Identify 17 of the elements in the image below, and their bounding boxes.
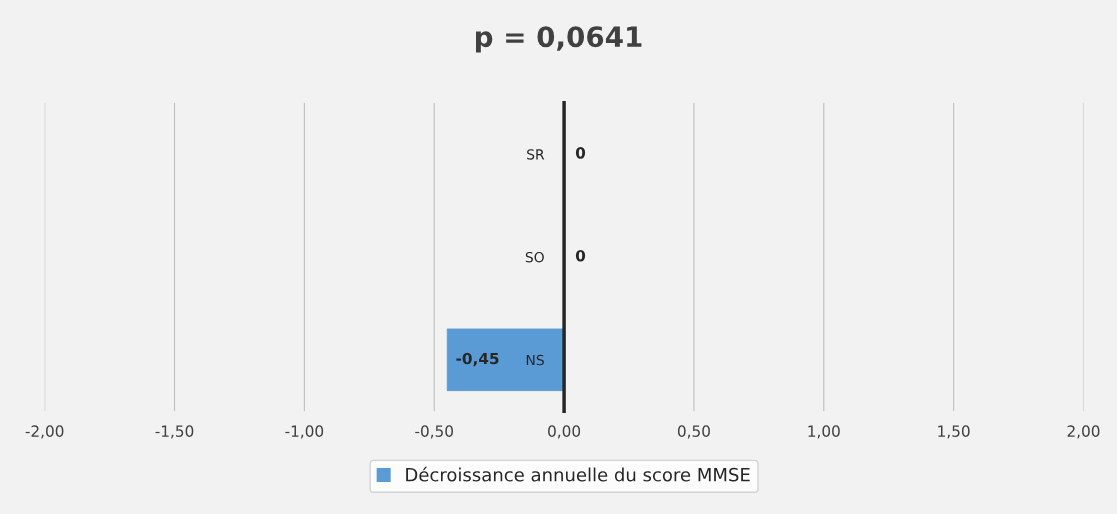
y-tick-label: NS	[526, 354, 544, 366]
chart-title: p = 0,0641	[475, 26, 642, 53]
x-tick-label: 0,50	[677, 425, 710, 439]
x-tick-label: -1,50	[155, 425, 194, 439]
x-tick-label: 1,50	[938, 425, 970, 439]
data-label: -0,45	[456, 352, 499, 367]
legend-label: Décroissance annuelle du score MMSE	[406, 466, 750, 482]
data-label: 0	[575, 249, 586, 262]
x-tick-label: 1,00	[808, 425, 840, 439]
x-tick-label: 0,00	[548, 425, 581, 439]
y-tick-label: SO	[525, 251, 544, 263]
x-tick-label: -0,50	[415, 425, 453, 439]
y-tick-label: SR	[527, 149, 545, 160]
data-label: 0	[575, 147, 586, 159]
x-tick-label: 2,00	[1067, 425, 1100, 439]
x-tick-label: -1,00	[285, 425, 324, 439]
x-tick-label: -2,00	[25, 425, 64, 439]
